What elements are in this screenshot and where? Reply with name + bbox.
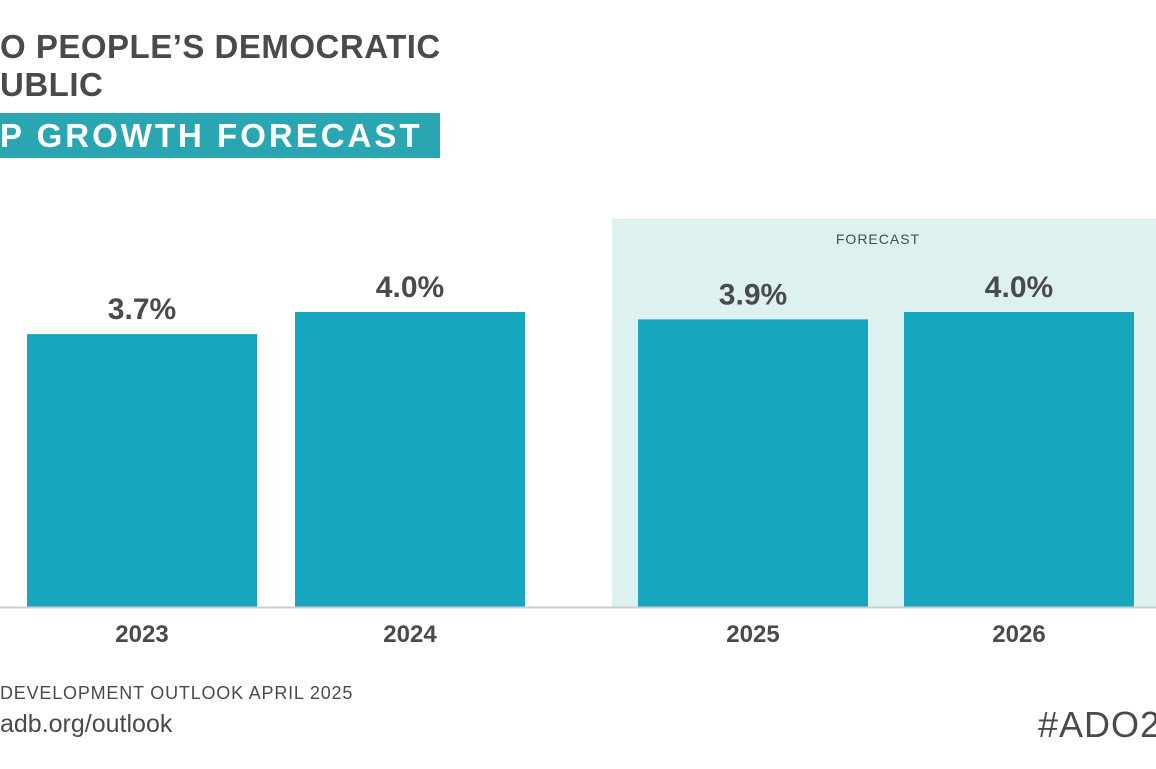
forecast-label: FORECAST — [836, 231, 920, 247]
value-label-2025: 3.9% — [719, 278, 787, 311]
hashtag: #ADO2 — [1038, 704, 1156, 745]
x-tick-label-2023: 2023 — [115, 621, 168, 648]
value-label-2026: 4.0% — [985, 271, 1053, 304]
title-band: P GROWTH FORECAST — [0, 113, 440, 158]
value-label-2024: 4.0% — [376, 271, 444, 304]
chart-title-line-2: UBLIC — [0, 66, 104, 103]
x-tick-label-2025: 2025 — [726, 621, 779, 648]
bar-2026 — [904, 312, 1134, 607]
bar-2024 — [295, 312, 525, 607]
x-tick-label-2024: 2024 — [383, 621, 437, 648]
title-band-text: P GROWTH FORECAST — [0, 117, 423, 154]
outlook-link[interactable]: adb.org/outlook — [0, 710, 173, 738]
x-tick-label-2026: 2026 — [992, 621, 1045, 648]
chart-title-line-1: O PEOPLE’S DEMOCRATIC — [0, 28, 441, 65]
value-label-2023: 3.7% — [108, 293, 176, 326]
bar-2025 — [638, 319, 868, 607]
bar-2023 — [27, 334, 257, 607]
source-text: DEVELOPMENT OUTLOOK APRIL 2025 — [0, 683, 354, 703]
